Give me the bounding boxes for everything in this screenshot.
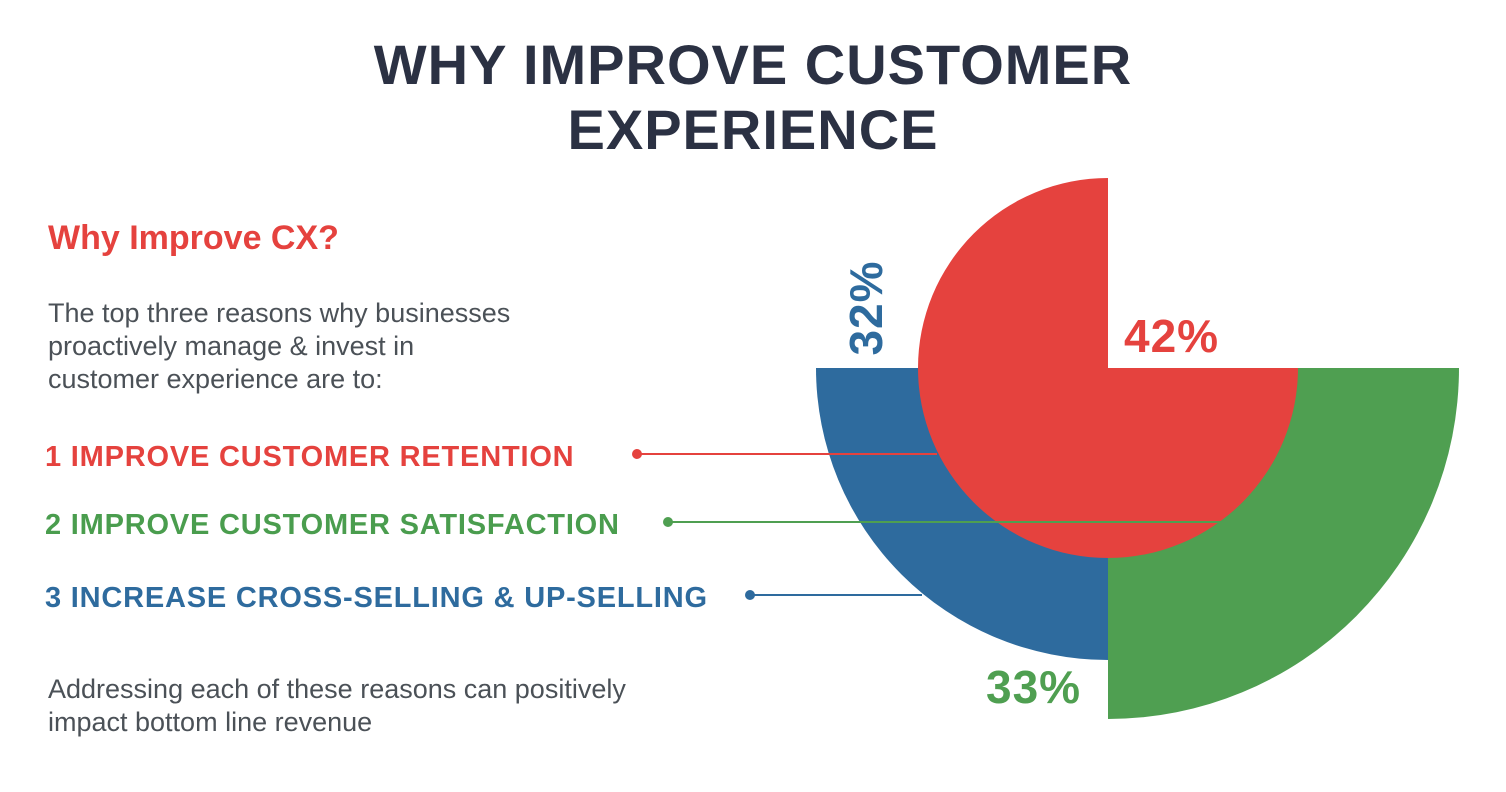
intro-line-2: proactively manage & invest in [48,331,415,361]
footer-line-1: Addressing each of these reasons can pos… [48,674,626,704]
reason-item-retention: 1 IMPROVE CUSTOMER RETENTION [45,441,575,473]
percent-label-cross-selling: 32% [840,260,892,356]
intro-line-1: The top three reasons why businesses [48,298,511,328]
callout-dot-satisfaction [663,517,673,527]
section-heading: Why Improve CX? [48,219,339,257]
segment-retention-red [918,178,1298,558]
footer-line-2: impact bottom line revenue [48,707,373,737]
callout-dot-cross-selling [745,590,755,600]
page-title-line-2: EXPERIENCE [567,98,939,161]
page-title: WHY IMPROVE CUSTOMER EXPERIENCE [0,32,1506,162]
percent-label-retention: 42% [1124,310,1220,362]
reason-item-satisfaction: 2 IMPROVE CUSTOMER SATISFACTION [45,509,620,541]
reason-item-cross-selling: 3 INCREASE CROSS-SELLING & UP-SELLING [45,582,708,614]
intro-paragraph: The top three reasons why businesses pro… [48,297,510,396]
callout-dot-retention [632,449,642,459]
intro-line-3: customer experience are to: [48,364,383,394]
percent-label-satisfaction: 33% [986,661,1082,713]
footer-note: Addressing each of these reasons can pos… [48,673,626,739]
page-title-line-1: WHY IMPROVE CUSTOMER [373,33,1133,96]
